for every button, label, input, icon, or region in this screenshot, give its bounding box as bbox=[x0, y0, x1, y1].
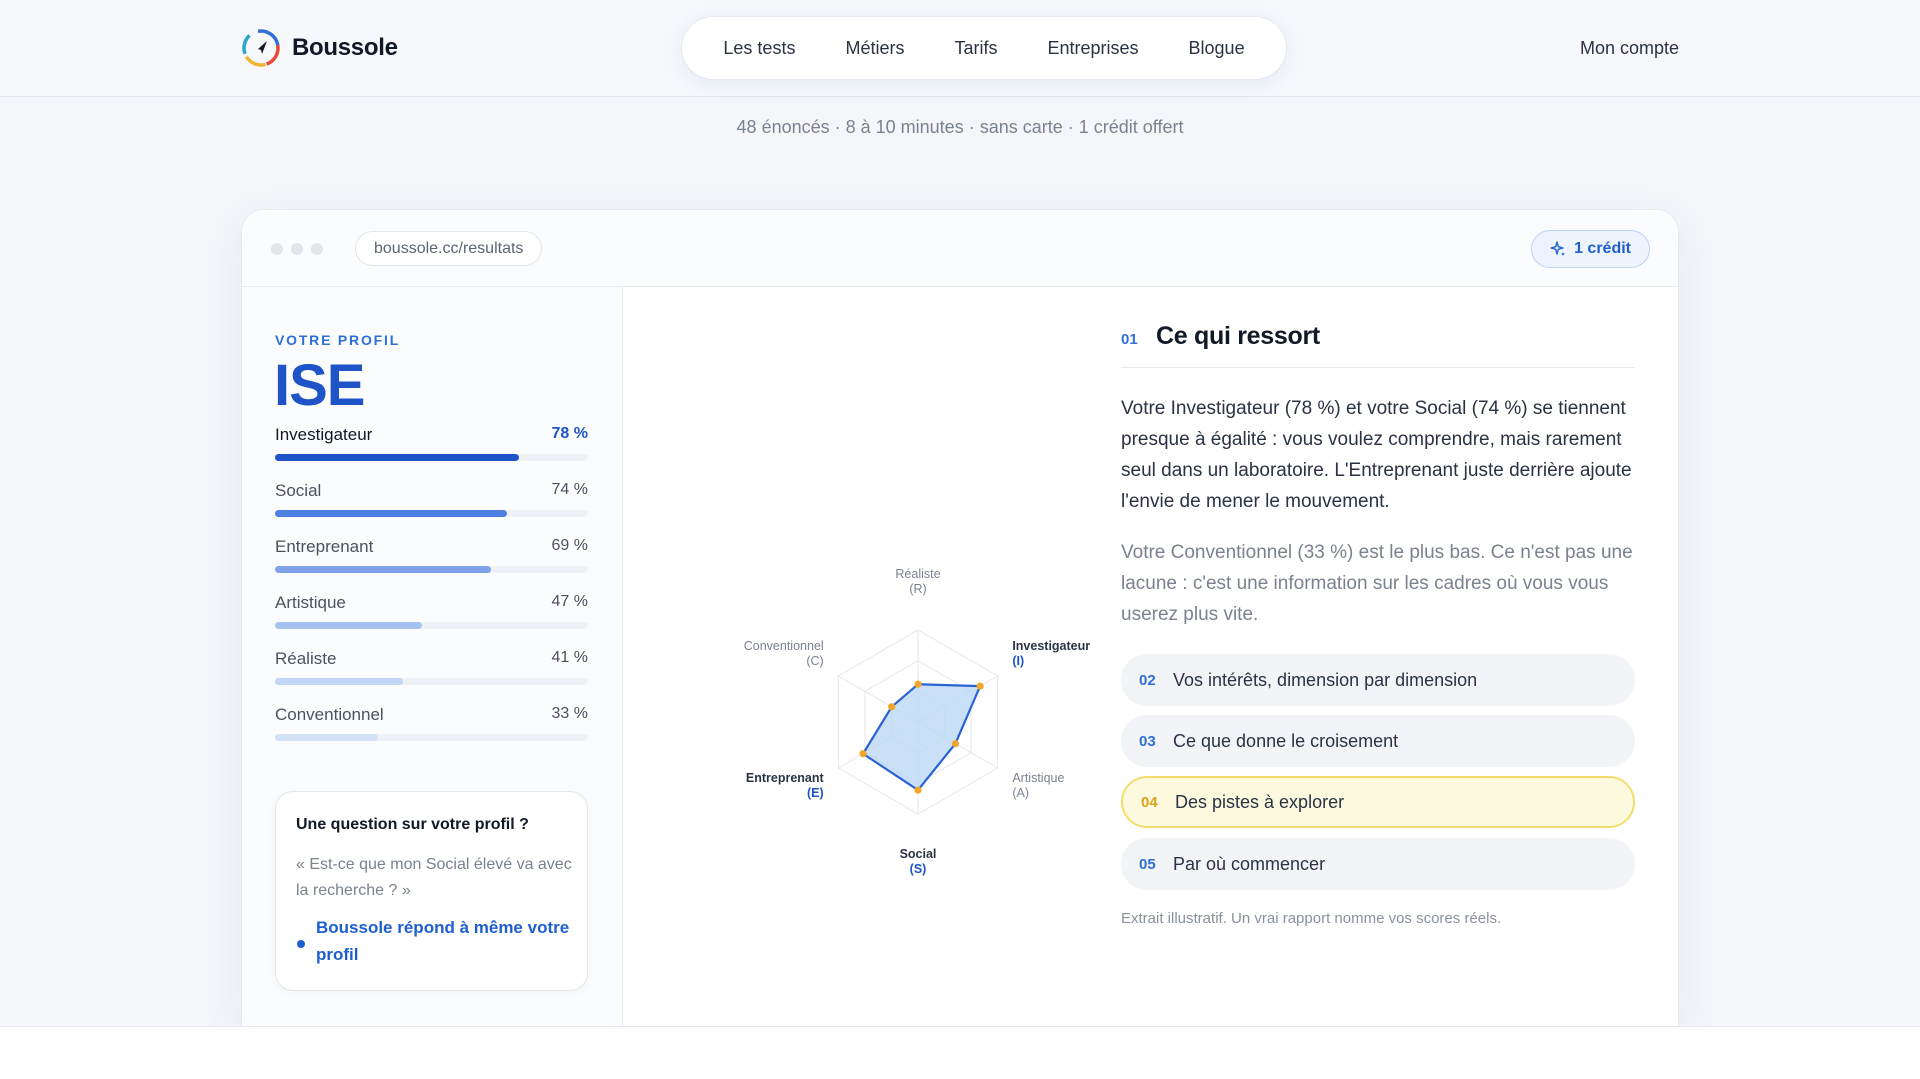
accordion-number: 04 bbox=[1141, 793, 1158, 811]
radar-chart: Réaliste(R) Investigateur(I) Artistique(A)… bbox=[744, 567, 1090, 876]
score-fill bbox=[275, 622, 423, 629]
page-footer-strip bbox=[0, 1026, 1920, 1079]
score-track bbox=[275, 734, 588, 741]
question-title: Une question sur votre profil ? bbox=[296, 816, 529, 833]
main-nav: Les tests Métiers Tarifs Entreprises Blo… bbox=[682, 17, 1286, 79]
radar-axis-code: (C) bbox=[806, 654, 823, 668]
radar-point bbox=[888, 703, 896, 711]
bullet-dot bbox=[297, 940, 305, 948]
accordion-number: 03 bbox=[1139, 732, 1156, 750]
profile-panel: VOTRE PROFIL ISE Investigateur 78 % Social… bbox=[242, 287, 623, 1026]
report-paragraph-1: Votre Investigateur (78 %) et votre Soci… bbox=[1121, 398, 1632, 512]
sparkle-icon bbox=[1550, 241, 1566, 256]
account-link[interactable]: Mon compte bbox=[1579, 38, 1679, 58]
brand-name: Boussole bbox=[292, 34, 398, 61]
accordion-label: Des pistes à explorer bbox=[1175, 791, 1345, 812]
score-row: Social 74 % bbox=[275, 481, 588, 525]
radar-axis-label: Conventionnel bbox=[744, 639, 824, 653]
disclaimer-note: Extrait illustratif. Un vrai rapport nom… bbox=[1121, 910, 1502, 927]
radar-axis-code: (E) bbox=[807, 786, 824, 800]
score-name: Social bbox=[275, 481, 322, 500]
score-row: Entreprenant 69 % bbox=[275, 537, 588, 581]
score-fill bbox=[275, 566, 491, 573]
accordion-item-04[interactable]: 04 Des pistes à explorer bbox=[1121, 776, 1635, 828]
profile-code: ISE bbox=[274, 353, 365, 418]
radar-point bbox=[859, 750, 867, 758]
brand-logo[interactable]: Boussole bbox=[240, 27, 398, 69]
section-title: Ce qui ressort bbox=[1156, 322, 1320, 350]
radar-axis-code: (A) bbox=[1012, 786, 1029, 800]
score-percent: 33 % bbox=[551, 705, 588, 722]
accordion-label: Ce que donne le croisement bbox=[1173, 730, 1399, 751]
accordion-label: Vos intérêts, dimension par dimension bbox=[1173, 669, 1478, 690]
radar-point bbox=[914, 680, 922, 688]
score-name: Artistique bbox=[275, 593, 346, 612]
score-fill bbox=[275, 454, 520, 461]
score-percent: 47 % bbox=[551, 593, 588, 610]
score-percent: 41 % bbox=[551, 649, 588, 666]
score-fill bbox=[275, 734, 379, 741]
nav-les-tests[interactable]: Les tests bbox=[723, 37, 796, 58]
accordion-item-05[interactable]: 05 Par où commencer bbox=[1121, 838, 1635, 890]
credit-badge[interactable]: 1 crédit bbox=[1531, 230, 1650, 268]
section-number: 01 bbox=[1121, 331, 1138, 348]
radar-point bbox=[914, 786, 922, 794]
score-track bbox=[275, 566, 588, 573]
compass-icon bbox=[242, 29, 280, 67]
profile-eyebrow: VOTRE PROFIL bbox=[275, 332, 401, 348]
score-row: Réaliste 41 % bbox=[275, 649, 588, 693]
radar-axis-code: (S) bbox=[910, 862, 927, 876]
score-fill bbox=[275, 510, 507, 517]
divider bbox=[1121, 367, 1635, 368]
radar-axis-label: Investigateur bbox=[1012, 639, 1090, 653]
window-dot bbox=[271, 243, 283, 255]
score-track bbox=[275, 678, 588, 685]
accordion-number: 05 bbox=[1139, 855, 1156, 873]
nav-tarifs[interactable]: Tarifs bbox=[954, 37, 998, 58]
score-row: Artistique 47 % bbox=[275, 593, 588, 637]
radar-axis-label: Entreprenant bbox=[746, 771, 825, 785]
score-row: Investigateur 78 % bbox=[275, 425, 588, 469]
radar-axis-code: (R) bbox=[909, 582, 926, 596]
window-dot bbox=[291, 243, 303, 255]
score-percent: 74 % bbox=[551, 481, 588, 498]
radar-axis-code: (I) bbox=[1012, 654, 1024, 668]
accordion-label: Par où commencer bbox=[1173, 853, 1326, 874]
test-summary: 48 énoncés · 8 à 10 minutes · sans carte… bbox=[736, 117, 1184, 137]
radar-axis-label: Artistique bbox=[1012, 771, 1064, 785]
question-quote: « Est-ce que mon Social élevé va avec la… bbox=[296, 856, 572, 899]
nav-metiers[interactable]: Métiers bbox=[845, 37, 905, 58]
url-bar[interactable]: boussole.cc/resultats bbox=[355, 231, 543, 266]
accordion-number: 02 bbox=[1139, 671, 1156, 689]
accordion-item-02[interactable]: 02 Vos intérêts, dimension par dimension bbox=[1121, 654, 1635, 706]
score-percent: 78 % bbox=[551, 425, 588, 442]
score-name: Investigateur bbox=[275, 425, 373, 444]
report-paragraph-2: Votre Conventionnel (33 %) est le plus b… bbox=[1121, 542, 1633, 625]
nav-entreprises[interactable]: Entreprises bbox=[1047, 37, 1139, 58]
radar-axis-label: Réaliste bbox=[895, 567, 940, 581]
score-name: Conventionnel bbox=[275, 705, 384, 724]
browser-frame: boussole.cc/resultats 1 crédit VOTRE PRO… bbox=[242, 210, 1678, 1026]
radar-axis-label: Social bbox=[900, 847, 937, 861]
score-name: Entreprenant bbox=[275, 537, 374, 556]
radar-point bbox=[976, 682, 984, 690]
question-card[interactable]: Une question sur votre profil ? « Est-ce… bbox=[275, 791, 588, 991]
credit-label: 1 crédit bbox=[1574, 240, 1631, 257]
browser-toolbar: boussole.cc/resultats 1 crédit bbox=[242, 210, 1678, 287]
score-track bbox=[275, 510, 588, 517]
score-track bbox=[275, 454, 588, 461]
score-name: Réaliste bbox=[275, 649, 337, 668]
score-fill bbox=[275, 678, 404, 685]
window-dot bbox=[311, 243, 323, 255]
top-bar: Boussole Les tests Métiers Tarifs Entrep… bbox=[0, 0, 1920, 97]
nav-blogue[interactable]: Blogue bbox=[1188, 37, 1245, 58]
score-row: Conventionnel 33 % bbox=[275, 705, 588, 749]
score-percent: 69 % bbox=[551, 537, 588, 554]
score-track bbox=[275, 622, 588, 629]
radar-point bbox=[951, 740, 960, 748]
question-answer-link[interactable]: Boussole répond à même votre profil bbox=[316, 918, 570, 964]
accordion-item-03[interactable]: 03 Ce que donne le croisement bbox=[1121, 715, 1635, 767]
